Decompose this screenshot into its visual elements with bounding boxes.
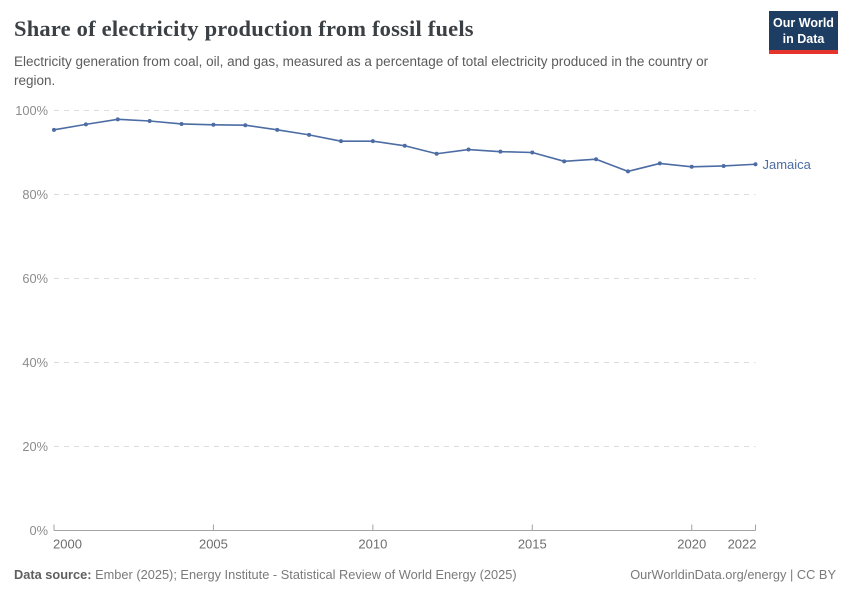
data-point[interactable] <box>83 122 88 127</box>
data-point[interactable] <box>498 149 503 154</box>
data-point[interactable] <box>211 122 216 127</box>
series-end-label[interactable]: Jamaica <box>763 157 812 172</box>
data-point[interactable] <box>115 117 120 122</box>
data-point[interactable] <box>147 119 152 123</box>
owid-logo-line1: Our World <box>773 16 834 30</box>
data-source-note: Data source: Ember (2025); Energy Instit… <box>14 567 517 582</box>
chart-footer: Data source: Ember (2025); Energy Instit… <box>14 567 836 582</box>
x-axis-label: 2005 <box>199 537 228 552</box>
chart-subtitle: Electricity generation from coal, oil, a… <box>14 54 709 89</box>
data-point[interactable] <box>466 147 471 152</box>
data-source-text: Ember (2025); Energy Institute - Statist… <box>91 567 517 582</box>
data-point[interactable] <box>689 164 694 169</box>
x-axis-label: 2022 <box>728 537 757 552</box>
x-axis-label: 2015 <box>518 537 547 552</box>
data-point[interactable] <box>530 150 535 155</box>
x-axis-label: 2000 <box>53 537 82 552</box>
data-point[interactable] <box>594 157 599 162</box>
data-point[interactable] <box>179 121 184 126</box>
data-point[interactable] <box>338 139 343 144</box>
y-axis-label: 80% <box>22 187 48 202</box>
data-point[interactable] <box>562 159 567 164</box>
license-link[interactable]: OurWorldinData.org/energy | CC BY <box>630 567 836 582</box>
data-source-label: Data source: <box>14 567 92 582</box>
data-point[interactable] <box>52 127 56 132</box>
data-point[interactable] <box>402 143 407 148</box>
y-axis-label: 0% <box>30 523 49 538</box>
y-axis-label: 20% <box>22 439 48 454</box>
owid-logo-line2: in Data <box>782 32 825 46</box>
x-axis-label: 2010 <box>358 537 387 552</box>
y-axis-label: 100% <box>15 103 48 118</box>
data-point[interactable] <box>753 162 758 167</box>
data-point[interactable] <box>721 163 726 168</box>
data-point[interactable] <box>275 127 280 132</box>
data-point[interactable] <box>625 169 630 174</box>
x-axis-label: 2020 <box>677 537 706 552</box>
data-point[interactable] <box>657 161 662 166</box>
data-point[interactable] <box>434 151 439 156</box>
y-axis-label: 60% <box>22 271 48 286</box>
data-point[interactable] <box>370 139 375 144</box>
owid-logo[interactable]: Our World in Data <box>769 11 838 54</box>
page-title: Share of electricity production from fos… <box>14 16 474 41</box>
y-axis-label: 40% <box>22 355 48 370</box>
data-point[interactable] <box>307 132 312 137</box>
data-point[interactable] <box>243 123 248 128</box>
plot-area[interactable] <box>54 111 756 531</box>
